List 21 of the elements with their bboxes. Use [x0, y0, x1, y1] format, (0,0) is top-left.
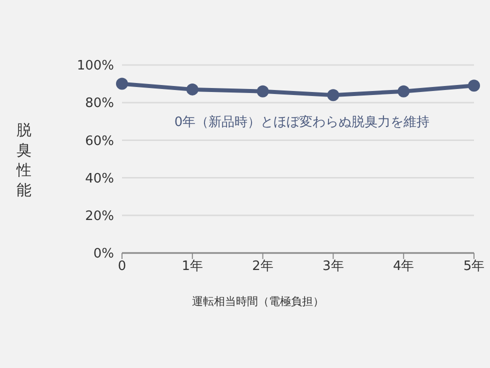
y-tick-label: 60% [85, 134, 114, 149]
point [116, 78, 128, 90]
y-tick-label: 0% [93, 246, 114, 262]
y-tick-label: 40% [85, 171, 114, 186]
annotation: 0年（新品時）とほぼ変わらぬ脱臭力を維持 [174, 114, 430, 130]
point [468, 80, 480, 92]
y-tick-label: 100% [76, 58, 114, 74]
point [186, 83, 198, 96]
point [327, 89, 340, 102]
x-tick-label: 0 [118, 259, 126, 274]
point [256, 85, 269, 98]
x-tick-label: 4年 [392, 259, 414, 274]
x-tick-label: 3年 [322, 259, 344, 274]
x-axis-title: 運転相当時間（電極負担） [192, 295, 324, 308]
x-tick-label: 2年 [252, 259, 274, 274]
y-tick-label: 80% [85, 96, 114, 112]
y-tick-label: 20% [85, 209, 114, 224]
x-tick-label: 5年 [463, 259, 485, 274]
y-axis-title: 脱臭性能 [16, 121, 32, 199]
point [398, 85, 410, 98]
x-tick-label: 1年 [182, 259, 204, 274]
